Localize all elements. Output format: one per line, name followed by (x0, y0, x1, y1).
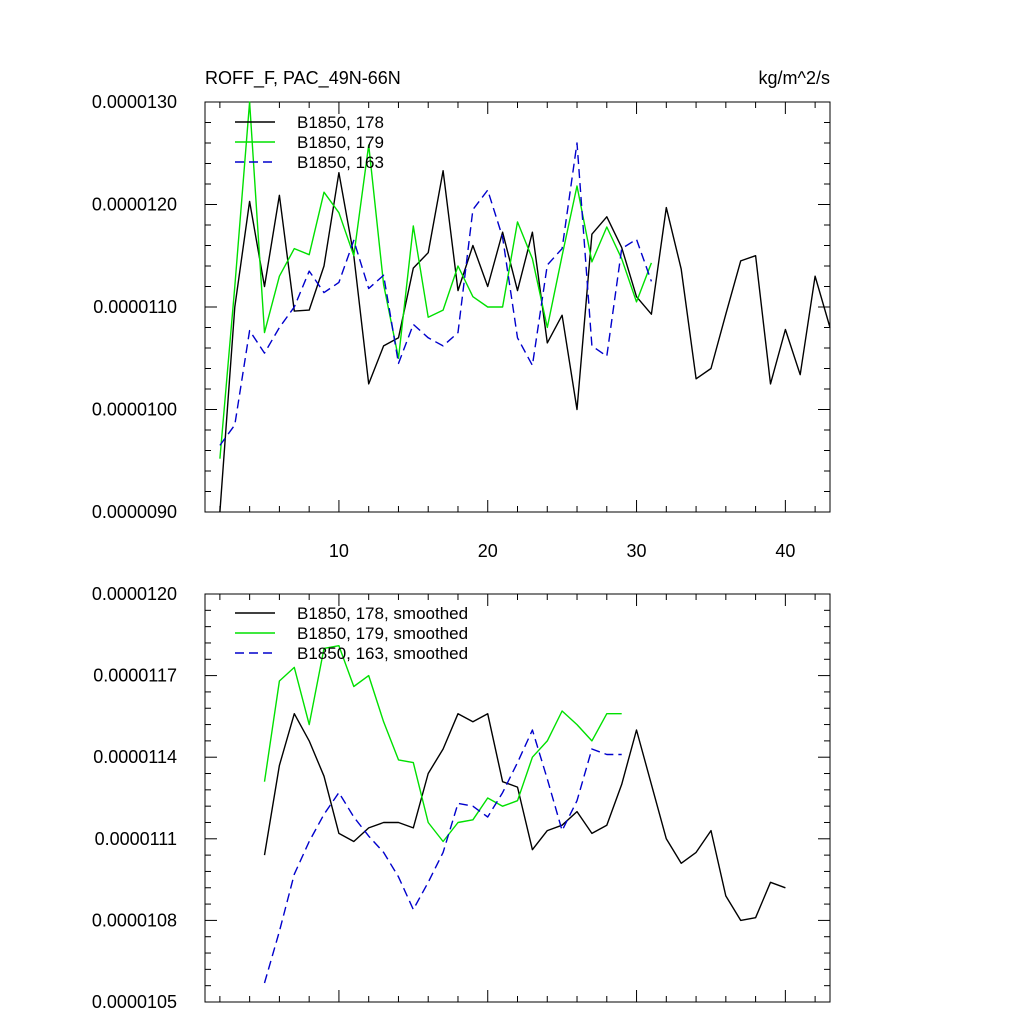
top-x-tick-label: 30 (627, 541, 647, 561)
top-series-line-blue (219, 142, 653, 446)
bottom-series-line-blue (263, 729, 622, 984)
top-y-tick-label: 0.0000110 (93, 297, 177, 317)
top-x-tick-label: 20 (478, 541, 498, 561)
bottom-y-tick-label: 0.0000117 (93, 666, 177, 686)
bottom-y-tick-label: 0.0000111 (95, 829, 177, 849)
top-legend-label: B1850, 178 (297, 113, 384, 132)
top-chart-title: ROFF_F, PAC_49N-66N (205, 68, 401, 89)
top-chart-units: kg/m^2/s (759, 68, 830, 88)
top-y-tick-label: 0.0000090 (92, 502, 177, 522)
top-y-tick-label: 0.0000120 (92, 195, 177, 215)
top-legend-label: B1850, 179 (297, 133, 384, 152)
bottom-panel: 0.0000105 0.0000108 0.0000111 0.0000114 0.00… (92, 584, 831, 1012)
bottom-series-line-green (263, 645, 622, 843)
bottom-y-tick-label: 0.0000108 (92, 910, 177, 930)
top-y-tick-label: 0.0000100 (92, 400, 177, 420)
bottom-legend-label: B1850, 179, smoothed (297, 624, 468, 643)
bottom-y-tick-label: 0.0000105 (92, 992, 177, 1012)
top-panel: ROFF_F, PAC_49N-66N kg/m^2/s 10 20 30 40 0.0… (92, 68, 831, 561)
bottom-y-tick-label: 0.0000120 (92, 584, 177, 604)
top-legend-label: B1850, 163 (297, 153, 384, 172)
top-x-tick-label: 10 (329, 541, 349, 561)
bottom-legend-label: B1850, 163, smoothed (297, 644, 468, 663)
top-series-line-black (219, 169, 831, 513)
bottom-y-tick-label: 0.0000114 (93, 747, 177, 767)
top-y-tick-label: 0.0000130 (92, 92, 177, 112)
top-x-tick-label: 40 (775, 541, 795, 561)
bottom-legend-label: B1850, 178, smoothed (297, 604, 468, 623)
top-series-line-green (219, 101, 653, 459)
bottom-series-line-black (263, 713, 786, 922)
